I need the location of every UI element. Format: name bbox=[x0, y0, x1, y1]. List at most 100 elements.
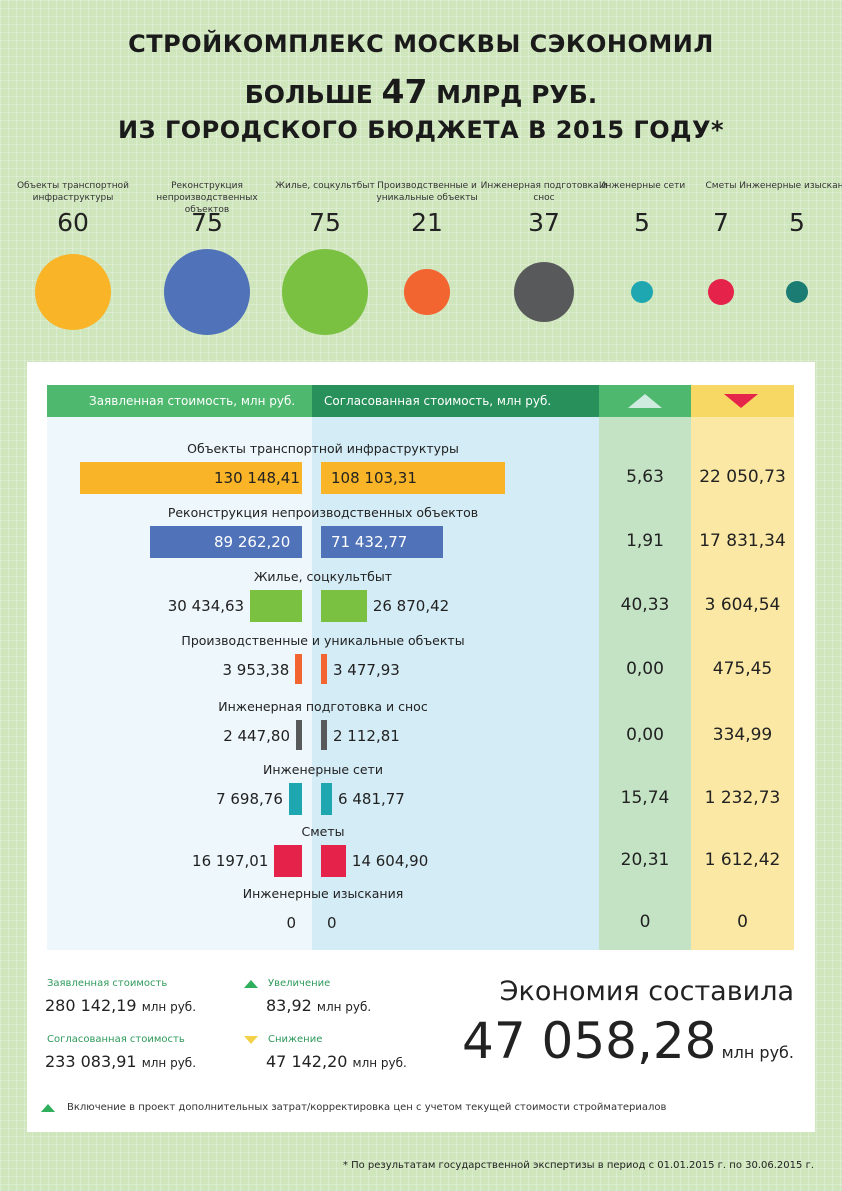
increase-value: 20,31 bbox=[620, 850, 670, 870]
category-circle bbox=[630, 280, 654, 304]
legend-declared-value: 280 142,19 млн руб. bbox=[45, 996, 196, 1015]
row-label: Сметы bbox=[301, 824, 345, 839]
legend-approved-unit: млн руб. bbox=[141, 1056, 197, 1070]
decrease-value: 1 612,42 bbox=[704, 850, 781, 870]
declared-value: 89 262,20 bbox=[214, 533, 291, 551]
header-declared: Заявленная стоимость, млн руб. bbox=[47, 385, 312, 417]
declared-bar bbox=[296, 720, 302, 750]
legend-increase-number: 83,92 bbox=[266, 996, 312, 1015]
legend-declared-label: Заявленная стоимость bbox=[47, 978, 168, 989]
declared-value: 0 bbox=[286, 914, 296, 932]
category-count: 5 bbox=[789, 208, 805, 237]
title-line-3: ИЗ ГОРОДСКОГО БЮДЖЕТА В 2015 ГОДУ* bbox=[117, 116, 725, 144]
declared-bar bbox=[80, 462, 302, 494]
category-count: 75 bbox=[191, 208, 223, 237]
title-line-1: СТРОЙКОМПЛЕКС МОСКВЫ СЭКОНОМИЛ bbox=[128, 30, 714, 58]
title-line-2-post: МЛРД РУБ. bbox=[427, 80, 598, 109]
declared-bar bbox=[288, 783, 302, 815]
triangle-up-icon bbox=[628, 394, 662, 408]
category-label: Реконструкция непроизводственных объекто… bbox=[156, 181, 258, 215]
saving-unit: млн руб. bbox=[721, 1043, 794, 1062]
legend-decrease-number: 47 142,20 bbox=[266, 1052, 348, 1071]
approved-value: 71 432,77 bbox=[331, 533, 408, 551]
approved-value: 2 112,81 bbox=[333, 727, 400, 745]
approved-value: 108 103,31 bbox=[331, 469, 417, 487]
category-count: 7 bbox=[713, 208, 729, 237]
increase-value: 40,33 bbox=[620, 595, 670, 615]
category-circle bbox=[282, 249, 368, 335]
legend-increase-value: 83,92 млн руб. bbox=[266, 996, 371, 1015]
saving-value: 47 058,28 млн руб. bbox=[430, 1012, 794, 1070]
header-decrease bbox=[691, 385, 794, 417]
category-count: 75 bbox=[309, 208, 341, 237]
note-triangle-icon bbox=[41, 1104, 55, 1112]
category-count: 37 bbox=[528, 208, 560, 237]
category-count: 60 bbox=[57, 208, 89, 237]
category-label: Производственные и уникальные объекты bbox=[376, 181, 478, 203]
saving-number: 47 058,28 bbox=[462, 1012, 717, 1070]
category-count: 5 bbox=[634, 208, 650, 237]
row-label: Реконструкция непроизводственных объекто… bbox=[167, 505, 479, 520]
increase-column-bg bbox=[599, 417, 691, 950]
decrease-value: 3 604,54 bbox=[704, 595, 781, 615]
increase-value: 0,00 bbox=[626, 725, 664, 745]
row-label: Инженерные сети bbox=[263, 762, 383, 777]
increase-value: 0 bbox=[639, 912, 651, 932]
category-label: Объекты транспортной инфраструктуры bbox=[16, 181, 130, 203]
row-label: Инженерные изыскания bbox=[242, 886, 404, 901]
legend-declared-number: 280 142,19 bbox=[45, 996, 137, 1015]
legend-approved-value: 233 083,91 млн руб. bbox=[45, 1052, 196, 1071]
approved-value: 14 604,90 bbox=[351, 852, 429, 870]
declared-value: 7 698,76 bbox=[216, 790, 283, 808]
title-line-2: БОЛЬШЕ 47 МЛРД РУБ. bbox=[0, 72, 842, 111]
legend-declared-unit: млн руб. bbox=[141, 1000, 197, 1014]
footnote: * По результатам государственной эксперт… bbox=[342, 1160, 814, 1171]
approved-column-bg bbox=[312, 417, 599, 950]
approved-value: 26 870,42 bbox=[372, 597, 450, 615]
legend-increase-unit: млн руб. bbox=[316, 1000, 372, 1014]
title-line-2-big: 47 bbox=[381, 72, 428, 111]
declared-bar bbox=[250, 590, 302, 622]
decrease-value: 1 232,73 bbox=[704, 788, 781, 808]
decrease-value: 17 831,34 bbox=[699, 531, 786, 551]
row-label: Производственные и уникальные объекты bbox=[181, 633, 465, 648]
category-circle bbox=[164, 249, 250, 335]
header-increase bbox=[599, 385, 691, 417]
increase-legend-icon bbox=[244, 980, 258, 988]
legend-approved-label: Согласованная стоимость bbox=[47, 1034, 185, 1045]
increase-note: Включение в проект дополнительных затрат… bbox=[67, 1102, 667, 1113]
row-label: Объекты транспортной инфраструктуры bbox=[187, 441, 459, 456]
category-circle bbox=[34, 253, 112, 331]
declared-value: 130 148,41 bbox=[214, 469, 300, 487]
category-label: Сметы bbox=[705, 181, 737, 191]
approved-value: 0 bbox=[327, 914, 337, 932]
category-circle bbox=[707, 278, 735, 306]
legend-decrease-value: 47 142,20 млн руб. bbox=[266, 1052, 407, 1071]
approved-bar bbox=[321, 526, 443, 558]
header-approved: Согласованная стоимость, млн руб. bbox=[312, 385, 599, 417]
declared-bar bbox=[149, 526, 302, 558]
legend-decrease-label: Снижение bbox=[268, 1034, 323, 1045]
declared-bar bbox=[274, 845, 302, 877]
triangle-down-icon bbox=[724, 394, 758, 408]
legend-increase-label: Увеличение bbox=[268, 978, 331, 989]
decrease-value: 22 050,73 bbox=[699, 467, 786, 487]
category-circle bbox=[513, 261, 575, 323]
declared-value: 2 447,80 bbox=[223, 727, 290, 745]
approved-bar bbox=[321, 720, 327, 750]
category-label: Инженерные изыскания bbox=[739, 181, 842, 191]
increase-value: 15,74 bbox=[620, 788, 670, 808]
approved-bar bbox=[321, 783, 333, 815]
title-line-2-pre: БОЛЬШЕ bbox=[244, 80, 382, 109]
approved-bar bbox=[321, 590, 367, 622]
decrease-column-bg bbox=[691, 417, 794, 950]
category-circle bbox=[404, 269, 450, 315]
category-count: 21 bbox=[411, 208, 443, 237]
category-label: Жилье, соцкультбыт bbox=[275, 181, 375, 191]
legend-decrease-unit: млн руб. bbox=[352, 1056, 407, 1070]
saving-title: Экономия составила bbox=[499, 976, 794, 1007]
decrease-value: 334,99 bbox=[712, 725, 773, 745]
row-label: Жилье, соцкультбыт bbox=[253, 569, 393, 584]
approved-value: 6 481,77 bbox=[338, 790, 405, 808]
decrease-value: 475,45 bbox=[712, 659, 773, 679]
